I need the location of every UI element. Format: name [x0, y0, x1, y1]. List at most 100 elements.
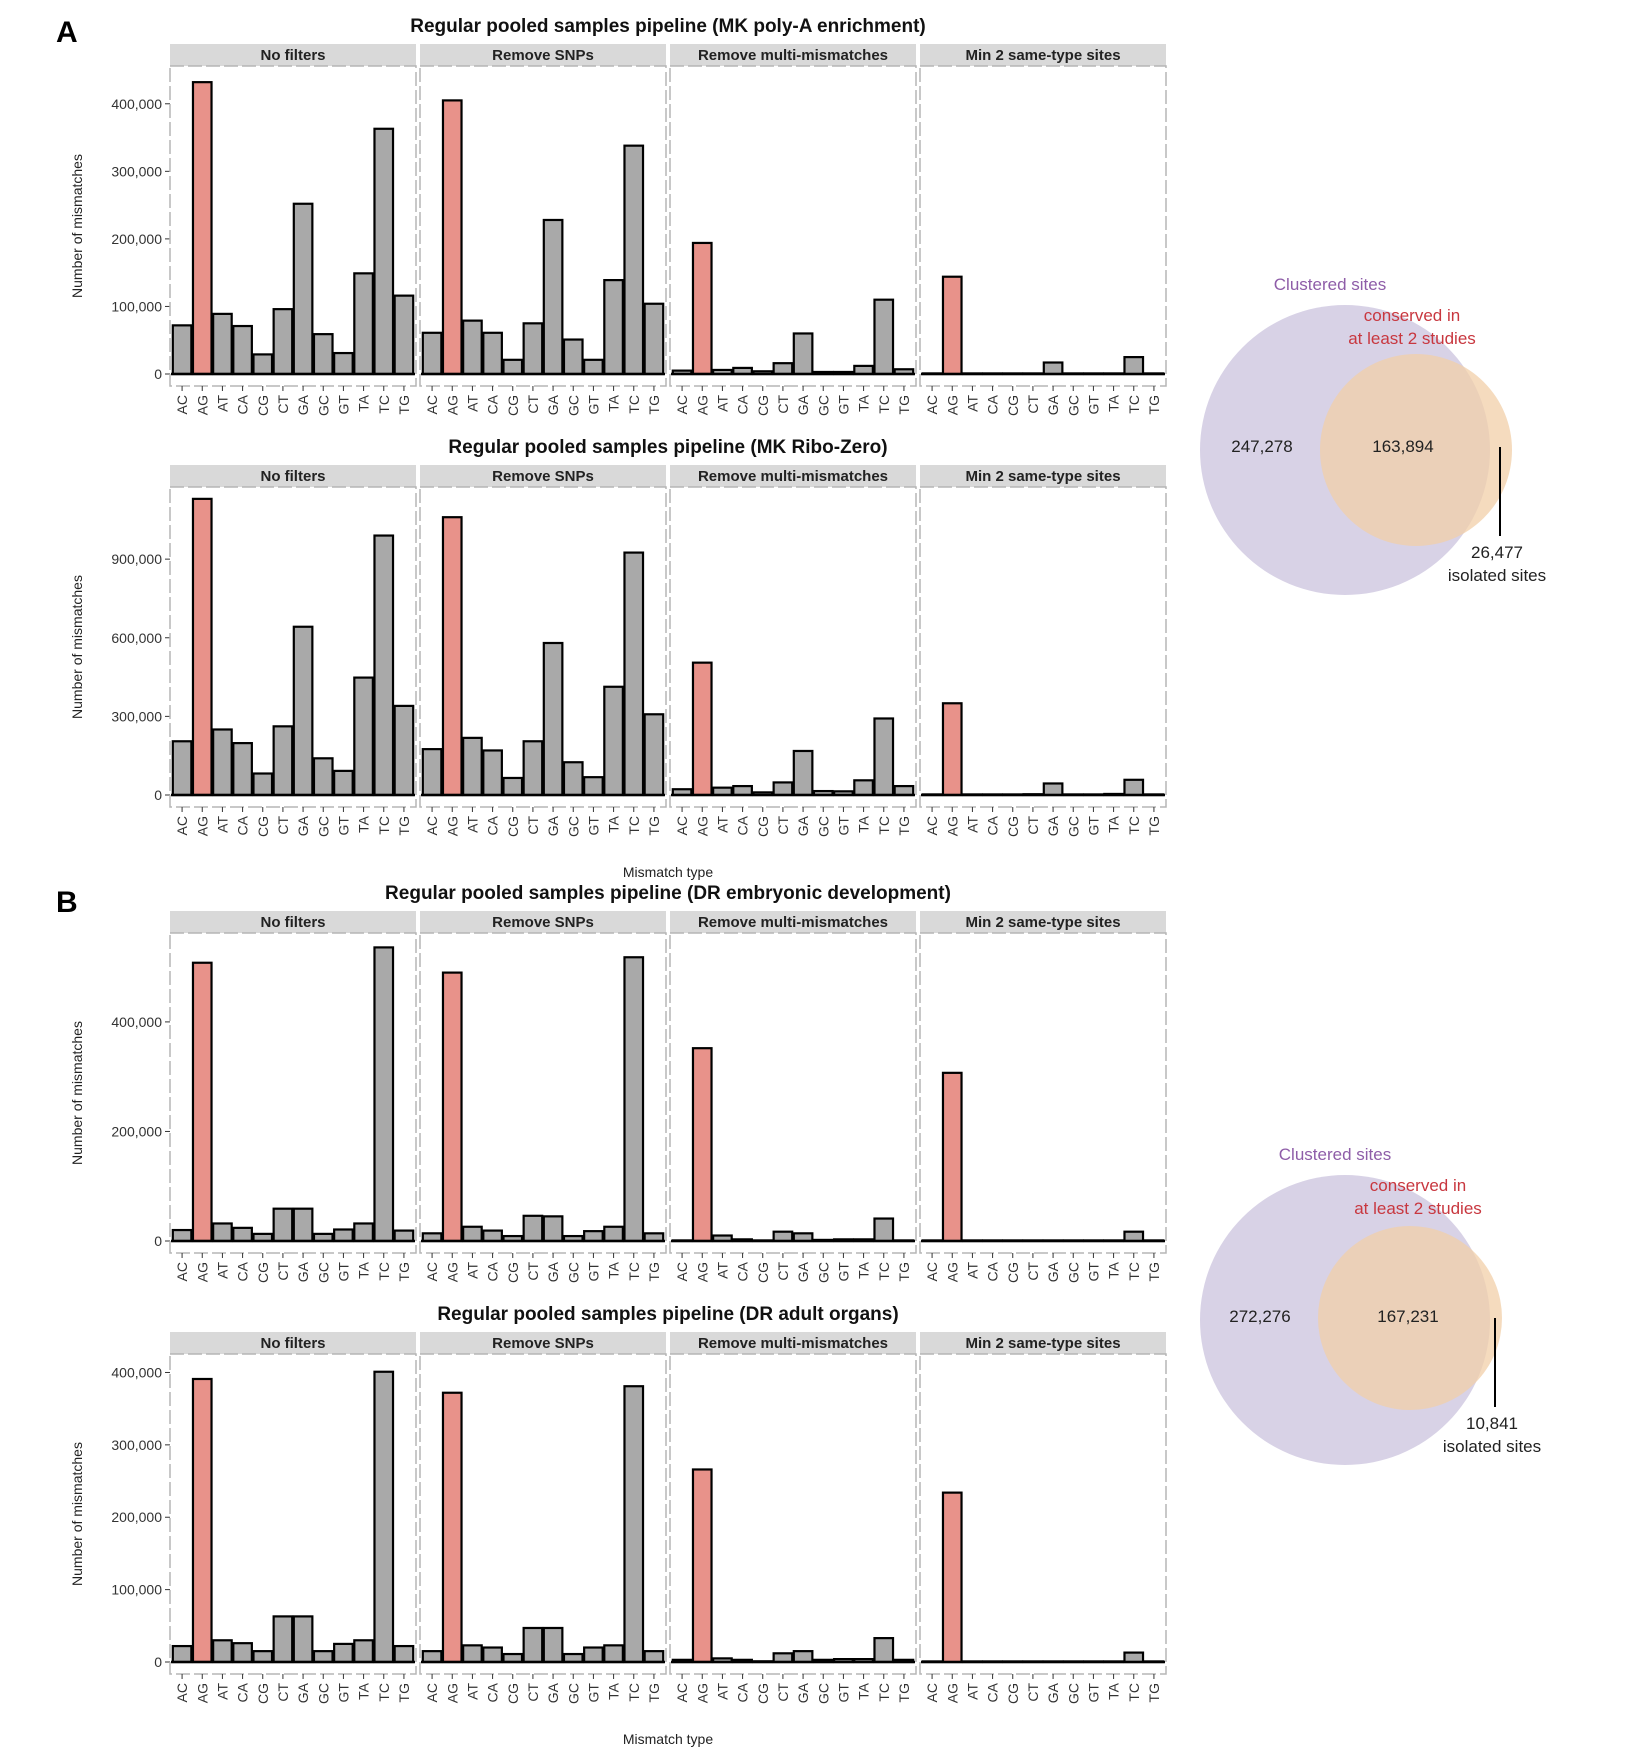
bar-cg — [252, 1650, 274, 1664]
venn-overlap-count: 163,894 — [1372, 437, 1433, 456]
y-tick-label: 300,000 — [111, 163, 162, 179]
x-tick-label: AG — [444, 1262, 460, 1282]
bar-ct — [522, 322, 544, 376]
venn-conserved-label-1: conserved in — [1370, 1176, 1466, 1195]
bar-ga — [792, 749, 814, 797]
bar-ga — [542, 1215, 564, 1243]
x-tick-label: GA — [545, 394, 561, 415]
x-tick-label: TA — [1106, 1261, 1122, 1279]
bar-at — [462, 1644, 483, 1664]
facet-strip — [170, 1332, 416, 1354]
facet-panel: No filters AC AG AT CA CG CT GA GC GT TA TC TG — [169, 1332, 417, 1704]
facet-strip-label: Min 2 same-type sites — [965, 1335, 1120, 1352]
x-tick-label: TG — [646, 816, 662, 835]
x-tick-label: TG — [896, 395, 912, 414]
facet-strip-label: No filters — [260, 914, 325, 931]
x-tick-label: TA — [356, 394, 372, 412]
x-tick-label: AT — [464, 1262, 480, 1279]
x-tick-label: GT — [335, 1683, 351, 1703]
bar-gc — [312, 1650, 334, 1664]
x-tick-label: TC — [1126, 816, 1142, 835]
bar-ag — [941, 1071, 963, 1243]
bar-gt — [583, 1646, 604, 1664]
facet-panel: Remove multi-mismatches AC AG AT CA CG CT GA GC G… — [669, 911, 917, 1283]
bar-at — [212, 1639, 233, 1664]
bar-ca — [482, 331, 503, 376]
x-tick-label: GC — [1065, 1683, 1081, 1704]
x-tick-label: AC — [924, 816, 940, 835]
x-tick-label: CA — [235, 394, 251, 414]
x-tick-label: AC — [924, 395, 940, 414]
x-tick-label: TA — [1106, 1682, 1122, 1700]
bar-chart-2: Regular pooled samples pipeline (MK Ribo… — [69, 437, 1167, 880]
x-tick-label: CG — [505, 395, 521, 416]
bar-tc — [873, 298, 895, 376]
x-tick-label: TC — [376, 816, 392, 835]
venn-diagram-dr: Clustered sites conserved in at least 2 … — [1200, 1145, 1541, 1465]
x-tick-label: GT — [835, 1683, 851, 1703]
x-tick-label: CG — [505, 1683, 521, 1704]
facet-strip-label: No filters — [260, 1335, 325, 1352]
facet-panel: Min 2 same-type sites AC AG AT CA CG CT GA GC GT T… — [919, 44, 1167, 416]
y-tick-label: 200,000 — [111, 1123, 162, 1139]
x-tick-label: AC — [174, 1262, 190, 1281]
x-tick-label: GT — [585, 816, 601, 836]
x-tick-label: GC — [1065, 816, 1081, 837]
bar-ga — [1042, 782, 1064, 797]
x-tick-label: GA — [795, 1682, 811, 1703]
x-tick-label: TG — [896, 816, 912, 835]
venn-overlap-count: 167,231 — [1377, 1307, 1438, 1326]
bar-tc — [623, 1385, 645, 1664]
x-tick-label: GC — [1065, 395, 1081, 416]
x-tick-label: TG — [896, 1262, 912, 1281]
x-tick-label: AC — [924, 1683, 940, 1702]
y-tick-label: 0 — [154, 787, 162, 803]
x-tick-label: GC — [565, 1262, 581, 1283]
venn-conserved-circle — [1318, 1226, 1502, 1410]
x-tick-label: AC — [424, 1683, 440, 1702]
y-tick-label: 900,000 — [111, 551, 162, 567]
x-tick-label: AG — [694, 1262, 710, 1282]
x-tick-label: CT — [1025, 816, 1041, 835]
x-tick-label: CA — [235, 815, 251, 835]
facet-panel: Remove SNPs AC AG AT CA CG CT GA GC GT TA TC TG — [419, 1332, 667, 1704]
x-tick-label: AC — [174, 395, 190, 414]
x-tick-label: AG — [444, 816, 460, 836]
bar-ac — [421, 748, 443, 797]
bar-ca — [232, 742, 253, 797]
x-tick-label: AT — [964, 395, 980, 412]
bar-ct — [272, 1615, 294, 1664]
bar-ca — [482, 1229, 503, 1243]
facet-strip — [920, 465, 1166, 487]
y-axis-title: Number of mismatches — [69, 575, 85, 719]
venn-clustered-label: Clustered sites — [1279, 1145, 1391, 1164]
y-tick-label: 0 — [154, 366, 162, 382]
x-tick-label: TA — [856, 1261, 872, 1279]
x-tick-label: AG — [694, 816, 710, 836]
x-tick-label: AG — [944, 816, 960, 836]
x-tick-label: GT — [335, 395, 351, 415]
facet-strip — [420, 465, 666, 487]
x-tick-label: GC — [1065, 1262, 1081, 1283]
x-tick-label: CG — [1005, 816, 1021, 837]
x-tick-label: CG — [755, 395, 771, 416]
x-tick-label: AG — [944, 1262, 960, 1282]
x-axis-title: Mismatch type — [623, 1731, 713, 1747]
facet-strip — [170, 465, 416, 487]
x-tick-label: TG — [1146, 395, 1162, 414]
bar-gc — [562, 338, 584, 376]
x-tick-label: GT — [585, 1683, 601, 1703]
x-tick-label: TG — [646, 1683, 662, 1702]
x-tick-label: GA — [1045, 1261, 1061, 1282]
bar-ga — [292, 625, 314, 797]
facet-strip-label: No filters — [260, 47, 325, 64]
bar-chart-4: Regular pooled samples pipeline (DR adul… — [69, 1304, 1167, 1747]
bar-ga — [292, 1615, 314, 1664]
bar-tg — [643, 713, 665, 797]
facet-strip — [420, 1332, 666, 1354]
x-tick-label: TC — [626, 1262, 642, 1281]
facet-panel: Remove multi-mismatches AC AG AT CA CG CT GA GC G… — [669, 465, 917, 837]
facet-strip-label: Remove multi-mismatches — [698, 47, 888, 64]
panel-letter-b: B — [56, 886, 78, 919]
x-tick-label: TA — [356, 1682, 372, 1700]
